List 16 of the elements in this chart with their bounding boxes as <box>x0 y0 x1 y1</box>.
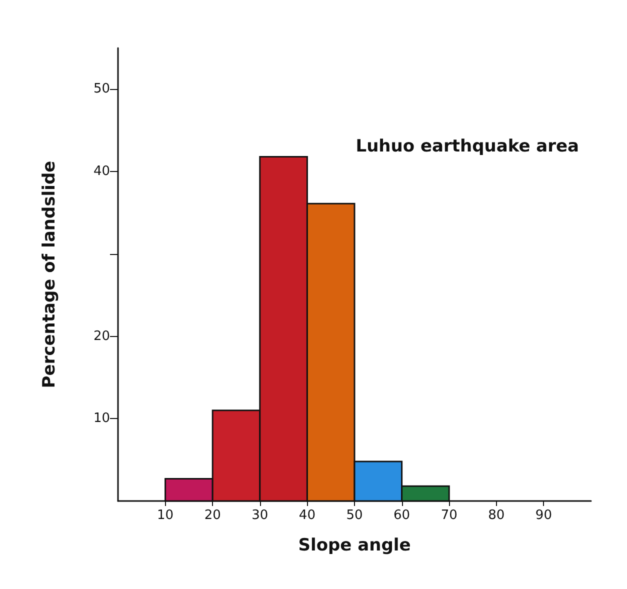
y-tick-label: 50 <box>93 82 110 97</box>
x-tick-label: 20 <box>204 508 221 523</box>
x-tick-label: 60 <box>394 508 410 523</box>
y-tick-label: 40 <box>93 164 110 180</box>
x-tick-label: 40 <box>298 508 316 523</box>
x-tick-label: 70 <box>440 508 458 523</box>
annotation: Luhuo earthquake area <box>356 136 579 156</box>
x-tick-label: 10 <box>157 508 174 523</box>
y-axis-title: Percentage of landslide <box>40 160 60 388</box>
x-tick-label: 50 <box>346 508 363 523</box>
y-tick-label: 10 <box>93 411 110 426</box>
x-axis-title: Slope angle <box>298 536 411 556</box>
y-tick-label: 20 <box>93 328 110 344</box>
x-tick-label: 30 <box>252 508 268 523</box>
x-tick-label: 80 <box>488 508 505 523</box>
x-tick-label: 90 <box>535 508 552 523</box>
